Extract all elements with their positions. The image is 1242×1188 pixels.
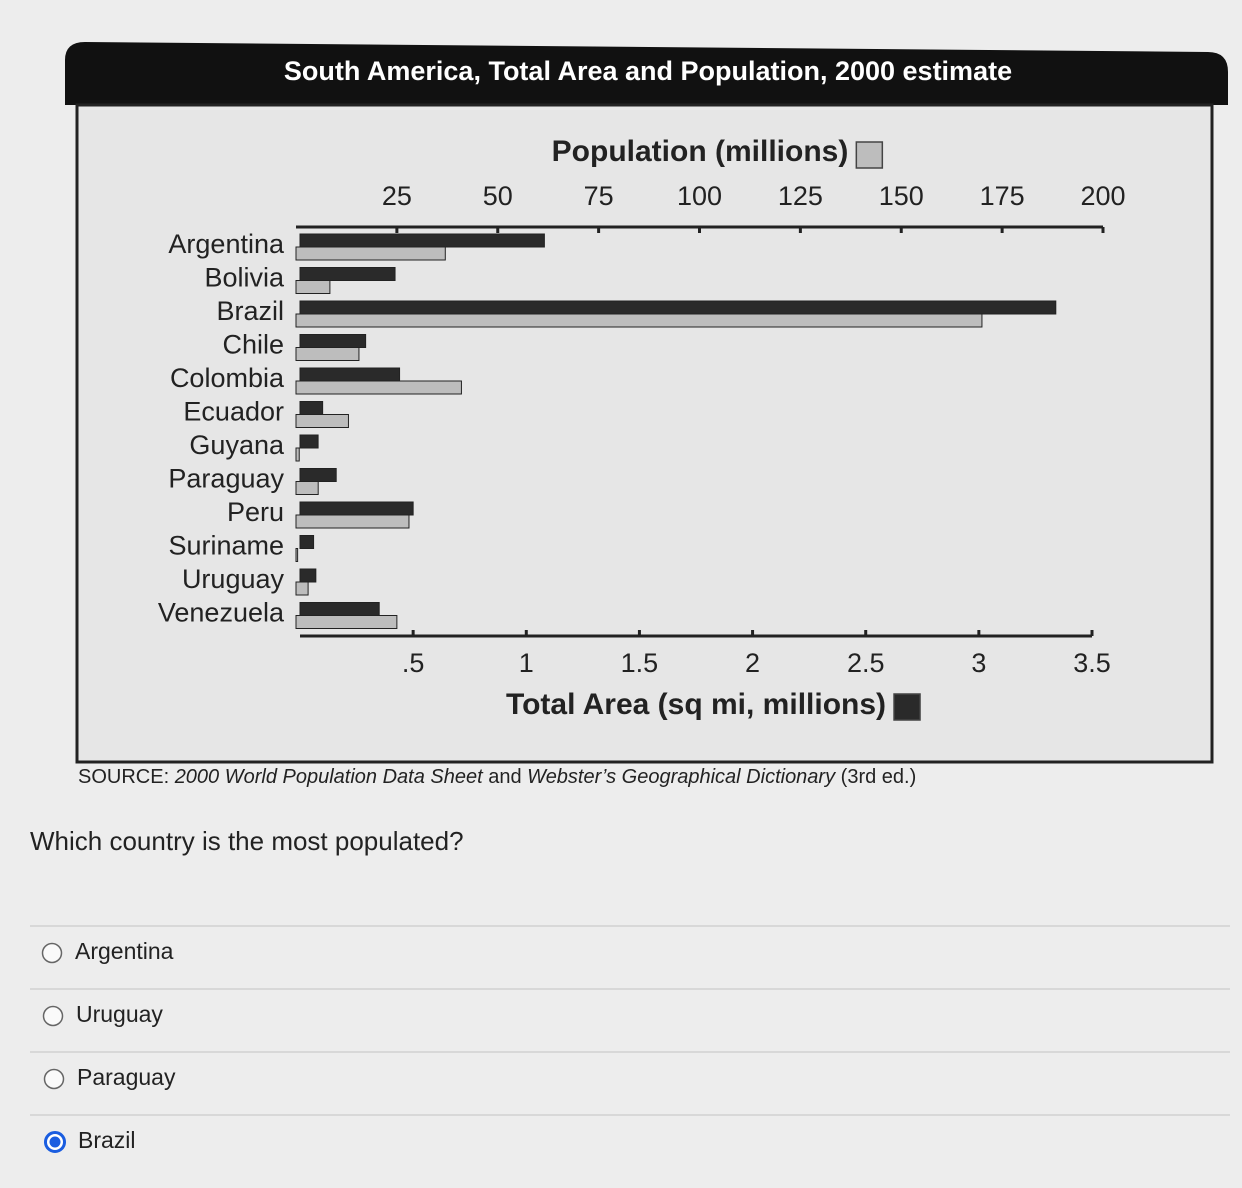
top-tick-label: 150 <box>879 181 924 211</box>
source-note: SOURCE: 2000 World Population Data Sheet… <box>78 766 916 788</box>
option-label[interactable]: Brazil <box>78 1127 136 1153</box>
category-label: Argentina <box>168 229 285 259</box>
bar <box>299 367 401 382</box>
bottom-tick-label: 1 <box>519 648 534 678</box>
bar <box>299 233 545 248</box>
category-label: Colombia <box>170 363 285 393</box>
source-part: Webster’s Geographical Dictionary <box>527 766 836 788</box>
bar <box>299 602 380 616</box>
bar <box>295 581 309 596</box>
legend-swatch <box>855 141 884 169</box>
bar <box>299 300 1057 315</box>
bar <box>299 501 414 516</box>
option-label[interactable]: Argentina <box>75 938 174 964</box>
source-part: (3rd ed.) <box>841 766 917 788</box>
bar <box>295 313 983 328</box>
top-axis-title: Population (millions) <box>552 135 849 168</box>
bottom-tick-label: .5 <box>402 648 425 678</box>
bottom-tick-label: 2.5 <box>847 648 885 678</box>
legend-swatch <box>893 693 921 721</box>
category-label: Ecuador <box>183 397 284 427</box>
category-label: Peru <box>227 497 284 527</box>
bar <box>295 548 299 562</box>
chart-frame <box>75 103 1214 764</box>
top-tick-label: 125 <box>778 181 823 211</box>
bar <box>299 468 337 482</box>
top-tick-label: 175 <box>980 181 1025 211</box>
category-label: Bolivia <box>204 263 285 293</box>
bottom-tick-label: 3.5 <box>1073 648 1111 678</box>
header-bar <box>65 42 1228 105</box>
category-label: Venezuela <box>158 598 285 628</box>
top-tick-label: 100 <box>677 181 722 211</box>
top-tick-label: 75 <box>584 181 614 211</box>
top-tick-label: 200 <box>1080 181 1125 211</box>
option-label[interactable]: Uruguay <box>76 1001 163 1027</box>
radio-dot[interactable] <box>49 1136 61 1148</box>
bar <box>295 347 360 361</box>
radio-button[interactable] <box>42 1005 64 1027</box>
bar <box>295 280 331 294</box>
option-label[interactable]: Paraguay <box>77 1064 176 1090</box>
bottom-axis-title: Total Area (sq mi, millions) <box>506 688 886 721</box>
category-label: Paraguay <box>168 464 284 494</box>
bar <box>295 481 319 495</box>
bar <box>295 414 349 428</box>
category-label: Chile <box>222 330 284 360</box>
top-tick-label: 25 <box>382 181 412 211</box>
bar <box>299 568 317 583</box>
bottom-tick-label: 3 <box>971 648 986 678</box>
top-tick-label: 50 <box>483 181 513 211</box>
radio-button[interactable] <box>41 942 63 964</box>
category-label: Brazil <box>216 296 284 326</box>
bar <box>299 267 396 281</box>
bar <box>295 380 462 395</box>
source-part: SOURCE: <box>78 766 169 788</box>
bar <box>295 246 446 261</box>
source-part: and <box>488 766 521 788</box>
bottom-tick-label: 1.5 <box>621 648 659 678</box>
bar <box>299 334 367 348</box>
bar <box>299 401 324 415</box>
bar <box>295 615 398 629</box>
radio-button[interactable] <box>43 1068 65 1090</box>
bar <box>295 447 300 462</box>
bar <box>299 434 319 449</box>
bottom-tick-label: 2 <box>745 648 760 678</box>
source-part: 2000 World Population Data Sheet <box>174 766 484 788</box>
category-label: Guyana <box>189 430 285 460</box>
question: Which country is the most populated? <box>30 826 464 856</box>
category-label: Uruguay <box>182 564 285 594</box>
chart-title: South America, Total Area and Population… <box>284 56 1012 86</box>
category-label: Suriname <box>168 531 284 561</box>
bar <box>299 535 315 549</box>
bar <box>295 514 410 529</box>
